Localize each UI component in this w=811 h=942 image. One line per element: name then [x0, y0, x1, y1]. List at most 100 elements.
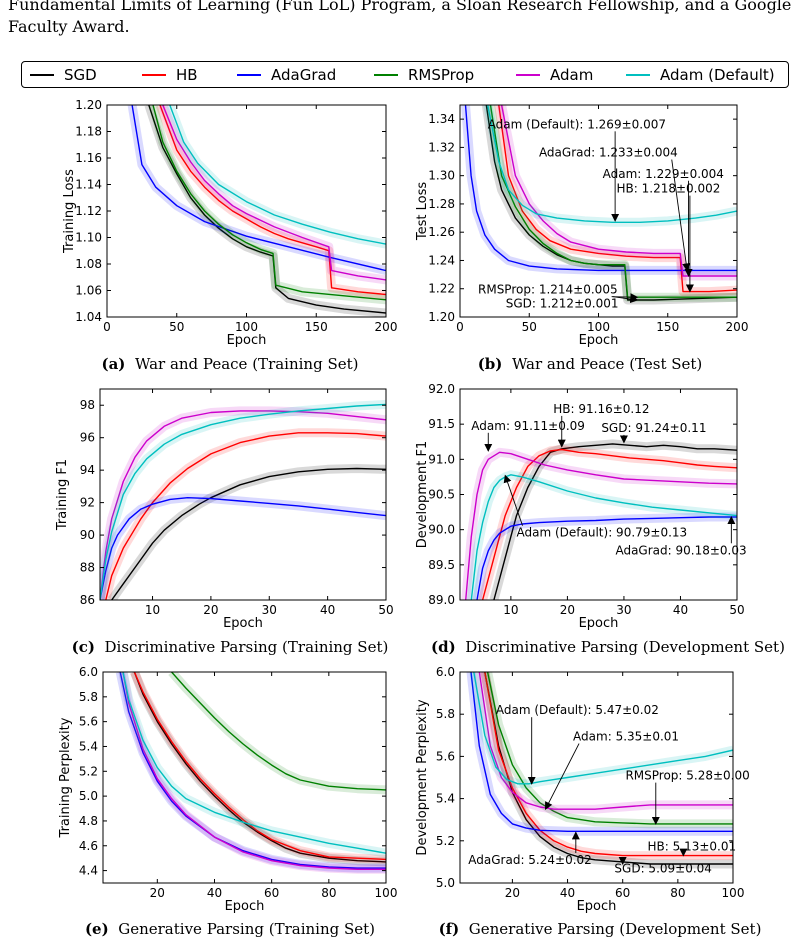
annotation-label: Adam: 1.229±0.004 [603, 167, 724, 181]
series-group [127, 105, 386, 317]
chart-panel-d: 10 20 30 40 50 89.0 89.5 90.0 90.5 91.0 91.5 92.0 Ep… [415, 382, 747, 631]
series-line-rmsprop [489, 105, 737, 298]
series-band-rmsprop [168, 672, 386, 795]
y-axis-label: Test Loss [415, 182, 430, 241]
x-tick-label: 50 [378, 603, 393, 617]
y-tick-label: 6.0 [436, 665, 455, 679]
y-tick-label: 5.6 [436, 749, 455, 763]
series-group [461, 105, 737, 305]
x-tick-label: 0 [456, 320, 464, 334]
y-tick-label: 1.14 [75, 178, 102, 192]
series-line-rmsprop [152, 105, 386, 301]
series-line-hb [133, 672, 386, 861]
y-tick-label: 90.5 [428, 488, 455, 502]
annotation-label: HB: 91.16±0.12 [553, 402, 649, 416]
y-tick-label: 94 [80, 463, 95, 477]
series-group [466, 672, 733, 869]
caption-text: Generative Parsing (Development Set) [468, 920, 762, 938]
caption-d: (d) Discriminative Parsing (Development … [408, 638, 808, 656]
series-line-adam-default- [473, 672, 733, 785]
chart-panel-f: 20 40 60 80 100 5.0 5.2 5.4 5.6 5.8 6.0 Epoch Develo… [415, 665, 750, 914]
x-tick-label: 200 [726, 320, 749, 334]
x-tick-label: 10 [503, 603, 518, 617]
y-tick-label: 5.0 [436, 876, 455, 890]
y-tick-label: 4.4 [79, 864, 98, 878]
series-line-adam [162, 105, 386, 281]
caption-tag: (a) [101, 355, 126, 373]
x-tick-label: 30 [262, 603, 277, 617]
x-tick-label: 10 [145, 603, 160, 617]
y-tick-label: 91.5 [428, 417, 455, 431]
series-line-adagrad [464, 105, 737, 272]
caption-tag: (e) [84, 920, 109, 938]
series-line-hb [105, 432, 386, 600]
plot-frame [459, 671, 734, 884]
series-line-sgd [148, 105, 386, 314]
x-tick-label: 80 [670, 886, 685, 900]
annotation-label: SGD: 1.212±0.001 [506, 297, 619, 311]
annotation-label: SGD: 91.24±0.11 [601, 421, 706, 435]
y-tick-label: 1.32 [428, 140, 455, 154]
series-line-hb [498, 105, 737, 293]
series-line-sgd [111, 467, 386, 600]
series-line-hb [481, 448, 737, 600]
series-line-adam [122, 672, 386, 870]
y-tick-label: 5.8 [436, 707, 455, 721]
x-tick-label: 40 [560, 886, 575, 900]
y-axis-label: Development F1 [415, 441, 430, 548]
legend-label: AdaGrad [271, 66, 337, 84]
x-axis-label: Epoch [225, 899, 265, 914]
y-tick-label: 1.34 [428, 112, 455, 126]
series-band-sgd [108, 464, 386, 600]
series-line-hb [159, 105, 386, 296]
annotation-label: Adam: 91.11±0.09 [471, 419, 585, 433]
y-tick-label: 89.0 [428, 593, 455, 607]
annotation-label: HB: 5.13±0.01 [648, 839, 737, 853]
series-line-adam [500, 105, 737, 277]
series-line-adam-default- [487, 105, 737, 224]
y-tick-label: 5.4 [436, 792, 455, 806]
x-tick-label: 20 [203, 603, 218, 617]
caption-tag: (c) [71, 638, 95, 656]
y-tick-label: 1.26 [428, 225, 455, 239]
series-line-sgd [133, 672, 386, 863]
x-tick-label: 100 [375, 886, 398, 900]
y-tick-label: 86 [80, 593, 95, 607]
annotation-label: AdaGrad: 5.24±0.02 [468, 853, 592, 867]
series-line-adam-default- [470, 474, 737, 600]
annotation-arrow [545, 743, 580, 811]
y-tick-label: 1.22 [428, 282, 455, 296]
series-line-adam [100, 410, 386, 600]
body-text-line-1: Fundamental Limits of Learning (Fun LoL)… [8, 0, 792, 14]
legend-swatch [237, 74, 261, 76]
caption-c: (c) Discriminative Parsing (Training Set… [40, 638, 420, 656]
chart-panel-c: 10 20 30 40 50 86 88 90 92 94 96 98 Epoch Training F1 [55, 388, 394, 631]
x-tick-label: 60 [615, 886, 630, 900]
caption-text: War and Peace (Training Set) [134, 355, 359, 373]
x-tick-label: 20 [150, 886, 165, 900]
y-tick-label: 5.2 [436, 834, 455, 848]
y-tick-label: 89.5 [428, 558, 455, 572]
y-tick-label: 1.08 [75, 257, 102, 271]
caption-text: Generative Parsing (Training Set) [118, 920, 376, 938]
series-line-sgd [493, 443, 737, 600]
caption-tag: (f) [438, 920, 460, 938]
x-tick-label: 20 [505, 886, 520, 900]
caption-b: (b) War and Peace (Test Set) [420, 355, 760, 373]
y-tick-label: 92.0 [428, 382, 455, 396]
x-tick-label: 150 [305, 320, 328, 334]
x-tick-label: 50 [729, 603, 744, 617]
y-tick-label: 1.10 [75, 231, 102, 245]
series-line-adam [465, 451, 737, 600]
caption-tag: (d) [431, 638, 456, 656]
annotation-label: RMSProp: 5.28±0.00 [625, 769, 749, 783]
x-axis-label: Epoch [227, 333, 267, 348]
legend-swatch [30, 74, 54, 76]
annotation-label: HB: 1.218±0.002 [617, 182, 721, 196]
x-tick-label: 50 [522, 320, 537, 334]
y-axis-label: Development Perplexity [415, 699, 430, 855]
legend-label: SGD [64, 66, 97, 84]
annotation-arrow [612, 295, 639, 304]
y-tick-label: 1.12 [75, 204, 102, 218]
caption-text: Discriminative Parsing (Training Set) [104, 638, 389, 656]
